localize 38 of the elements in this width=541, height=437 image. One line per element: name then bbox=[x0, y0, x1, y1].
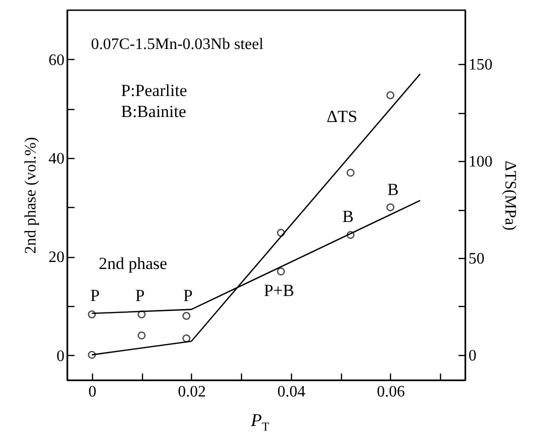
annotation: ΔTS bbox=[326, 107, 358, 126]
y-axis-title: 2nd phase (vol.%) bbox=[22, 137, 40, 254]
point bbox=[88, 350, 96, 359]
point bbox=[386, 203, 394, 212]
annotation: B bbox=[387, 180, 399, 199]
point bbox=[182, 334, 190, 342]
point bbox=[276, 267, 285, 276]
y-tick-label: 40 bbox=[48, 150, 64, 168]
y2-tick-label: 50 bbox=[468, 250, 484, 268]
point bbox=[386, 91, 394, 100]
point bbox=[182, 312, 190, 320]
annotation: P:Pearlite bbox=[121, 81, 188, 100]
point bbox=[138, 310, 146, 318]
annotation: P bbox=[183, 286, 193, 305]
point bbox=[88, 310, 96, 318]
annotation: P+B bbox=[264, 281, 294, 300]
y-tick-label: 20 bbox=[48, 249, 64, 266]
point bbox=[276, 228, 285, 237]
x-tick-label: 0.06 bbox=[376, 384, 405, 400]
annotation: P bbox=[135, 286, 145, 305]
annotation: 2nd phase bbox=[98, 254, 168, 273]
annotation: 0.07C-1.5Mn-0.03Nb steel bbox=[91, 36, 264, 53]
annotation: P bbox=[90, 286, 100, 305]
point bbox=[346, 230, 355, 239]
annotation: B bbox=[342, 207, 354, 226]
annotation: B:Bainite bbox=[121, 102, 186, 121]
x-tick-label: 0.02 bbox=[178, 384, 206, 400]
y2-tick-label: 150 bbox=[468, 56, 492, 74]
x-axis-title: P$_{T}$ bbox=[250, 410, 270, 435]
y-tick-label: 60 bbox=[48, 52, 64, 69]
y-tick-label: 0 bbox=[56, 348, 64, 365]
point bbox=[346, 168, 355, 177]
y2-axis-title: ΔTS(MPa) bbox=[502, 160, 518, 230]
y2-tick-label: 100 bbox=[468, 154, 492, 171]
x-tick-label: 0 bbox=[88, 384, 96, 400]
point bbox=[138, 331, 146, 340]
x-tick-label: 0.04 bbox=[277, 384, 306, 400]
y2-tick-label: 0 bbox=[468, 347, 476, 364]
